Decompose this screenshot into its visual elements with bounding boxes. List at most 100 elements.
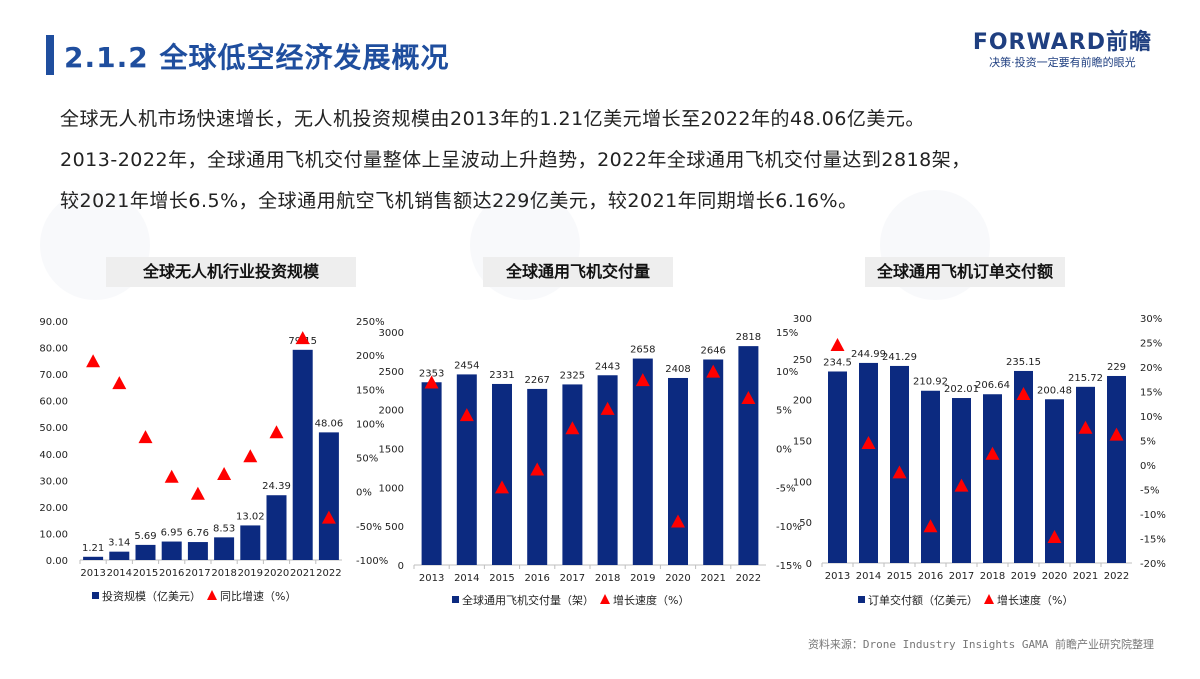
bar-value-label: 244.99 — [851, 349, 886, 360]
y2-axis-tick: -5% — [1140, 486, 1159, 497]
triangle-marker-icon — [565, 421, 580, 435]
y-axis-tick: 150 — [793, 437, 812, 448]
y-axis-tick: 30.00 — [39, 476, 68, 487]
y-axis-tick: 1500 — [379, 445, 404, 456]
bar — [828, 371, 847, 563]
legend-triangle-icon — [984, 594, 994, 604]
y-axis-tick: 10.00 — [39, 529, 68, 540]
summary-line-2: 2013-2022年，全球通用飞机交付量整体上呈波动上升趋势，2022年全球通用… — [60, 149, 971, 171]
x-axis-label: 2017 — [185, 568, 210, 579]
x-axis-label: 2019 — [238, 568, 263, 579]
bar — [1107, 375, 1126, 563]
y2-axis-tick: -10% — [776, 522, 802, 533]
y-axis-tick: 0.00 — [46, 556, 68, 567]
legend-bar-label: 全球通用飞机交付量（架） — [462, 593, 594, 607]
y2-axis-tick: 150% — [356, 385, 385, 396]
x-axis-label: 2022 — [736, 573, 761, 584]
bar-value-label: 48.06 — [315, 418, 344, 429]
y2-axis-tick: 15% — [776, 328, 798, 339]
triangle-marker-icon — [861, 435, 876, 449]
triangle-marker-icon — [741, 391, 756, 405]
y-axis-tick: 20.00 — [39, 503, 68, 514]
bar — [456, 374, 477, 565]
y2-axis-tick: 0% — [776, 445, 792, 456]
y-axis-tick: 0 — [398, 561, 404, 572]
triangle-marker-icon — [243, 449, 258, 463]
triangle-marker-icon — [892, 465, 907, 479]
bar — [527, 388, 548, 565]
title-accent-bar — [46, 35, 54, 75]
bar — [921, 390, 940, 563]
bar — [1045, 399, 1064, 563]
x-axis-label: 2013 — [80, 568, 105, 579]
triangle-marker-icon — [985, 446, 1000, 460]
y-axis-tick: 80.00 — [39, 344, 68, 355]
legend-triangle-icon — [600, 594, 610, 604]
x-axis-label: 2017 — [560, 573, 585, 584]
bar-value-label: 2353 — [419, 368, 444, 379]
bar — [859, 362, 878, 563]
bar-value-label: 79.15 — [288, 336, 317, 347]
bar-value-label: 2454 — [454, 360, 479, 371]
triangle-marker-icon — [495, 480, 509, 494]
logo-brand: FORWARD前瞻 — [972, 30, 1152, 55]
bar-value-label: 2646 — [700, 345, 725, 356]
y2-axis-tick: 15% — [1140, 388, 1162, 399]
bar — [214, 537, 235, 560]
x-axis-label: 2021 — [290, 568, 315, 579]
bar — [597, 375, 618, 565]
bar — [421, 382, 442, 565]
y2-axis-tick: 0% — [356, 488, 372, 499]
bar — [1076, 386, 1095, 563]
triangle-marker-icon — [706, 364, 721, 378]
bar-value-label: 234.5 — [823, 357, 852, 368]
triangle-marker-icon — [1047, 530, 1062, 544]
y2-axis-tick: -20% — [1140, 559, 1166, 570]
bar-value-label: 229 — [1107, 362, 1126, 373]
y-axis-tick: 300 — [793, 314, 812, 325]
bar-value-label: 2325 — [560, 370, 585, 381]
bar-value-label: 2267 — [524, 375, 549, 386]
legend-marker-label: 增长速度（%） — [997, 593, 1073, 607]
x-axis-label: 2021 — [700, 573, 725, 584]
triangle-marker-icon — [954, 478, 969, 492]
y2-axis-tick: 30% — [1140, 314, 1162, 325]
bar-value-label: 206.64 — [975, 380, 1010, 391]
triangle-marker-icon — [424, 375, 439, 389]
bar — [292, 349, 313, 560]
bar-value-label: 2818 — [736, 332, 761, 343]
y2-axis-tick: -5% — [776, 483, 795, 494]
y-axis-tick: 200 — [793, 396, 812, 407]
triangle-marker-icon — [295, 331, 310, 345]
y-axis-tick: 2000 — [379, 406, 404, 417]
x-axis-label: 2021 — [1073, 571, 1098, 582]
x-axis-label: 2020 — [1042, 571, 1067, 582]
y2-axis-tick: -100% — [356, 556, 388, 567]
bar-value-label: 8.53 — [213, 523, 235, 534]
legend-bar-swatch-icon — [858, 596, 865, 603]
y2-axis-tick: 200% — [356, 351, 385, 362]
page-title: 2.1.2 全球低空经济发展概况 — [64, 41, 450, 74]
triangle-marker-icon — [190, 486, 205, 500]
y2-axis-tick: 10% — [1140, 412, 1162, 423]
bar — [318, 432, 339, 560]
triangle-marker-icon — [671, 514, 685, 528]
y-axis-tick: 100 — [793, 477, 812, 488]
triangle-marker-icon — [269, 425, 284, 439]
x-axis-label: 2015 — [489, 573, 514, 584]
bar-value-label: 2408 — [665, 364, 690, 375]
bar — [668, 377, 688, 565]
triangle-marker-icon — [923, 519, 938, 533]
bar — [738, 346, 759, 565]
legend-bar-label: 投资规模（亿美元） — [102, 589, 201, 603]
triangle-marker-icon — [86, 354, 101, 368]
bar-value-label: 24.39 — [262, 481, 291, 492]
x-axis-label: 2014 — [856, 571, 881, 582]
y-axis-tick: 500 — [385, 522, 404, 533]
bar-value-label: 6.95 — [161, 528, 183, 539]
x-axis-label: 2015 — [133, 568, 158, 579]
y2-axis-tick: 100% — [356, 419, 385, 430]
y-axis-tick: 60.00 — [39, 397, 68, 408]
y-axis-tick: 50.00 — [39, 423, 68, 434]
